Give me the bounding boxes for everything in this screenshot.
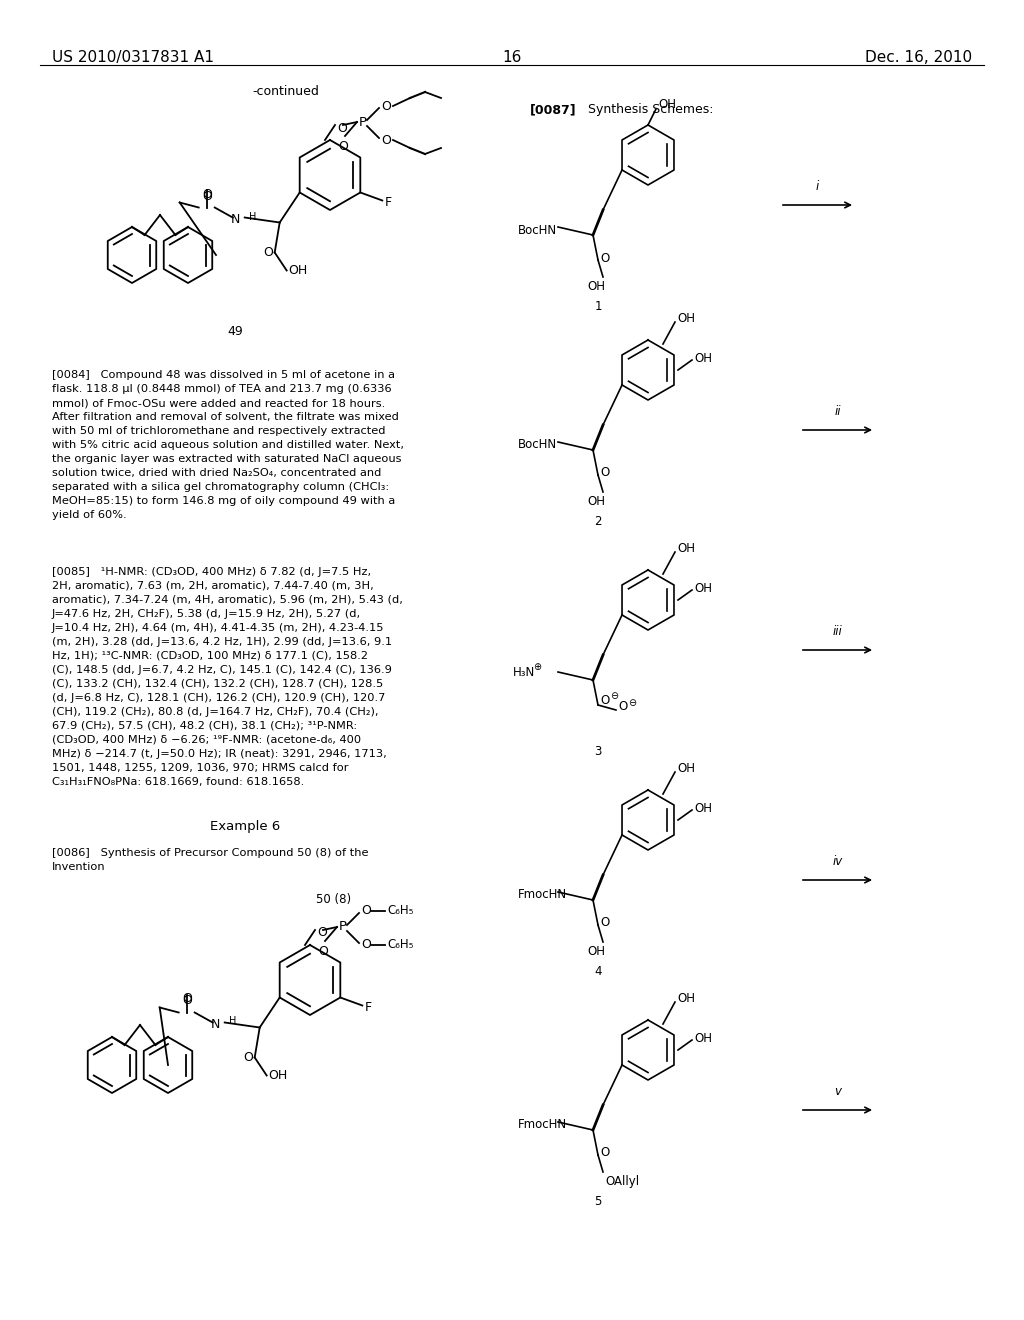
Text: [0085]   ¹H-NMR: (CD₃OD, 400 MHz) δ 7.82 (d, J=7.5 Hz,
2H, aromatic), 7.63 (m, 2: [0085] ¹H-NMR: (CD₃OD, 400 MHz) δ 7.82 (… bbox=[52, 568, 402, 787]
Text: P: P bbox=[359, 116, 367, 128]
Text: FmocHN: FmocHN bbox=[518, 1118, 567, 1131]
Text: N: N bbox=[210, 1018, 220, 1031]
Text: 3: 3 bbox=[594, 744, 602, 758]
Text: O: O bbox=[600, 693, 609, 706]
Text: ii: ii bbox=[835, 405, 841, 418]
Text: 50 (8): 50 (8) bbox=[316, 894, 351, 906]
Text: ⊖: ⊖ bbox=[628, 698, 636, 708]
Text: O: O bbox=[381, 99, 391, 112]
Text: OH: OH bbox=[677, 991, 695, 1005]
Text: OH: OH bbox=[694, 801, 712, 814]
Text: [0087]: [0087] bbox=[530, 103, 577, 116]
Text: OH: OH bbox=[677, 541, 695, 554]
Text: OH: OH bbox=[587, 280, 605, 293]
Text: O: O bbox=[600, 466, 609, 479]
Text: [0084]   Compound 48 was dissolved in 5 ml of acetone in a
flask. 118.8 μl (0.84: [0084] Compound 48 was dissolved in 5 ml… bbox=[52, 370, 404, 520]
Text: O: O bbox=[337, 121, 347, 135]
Text: C₆H₅: C₆H₅ bbox=[387, 904, 414, 917]
Text: OH: OH bbox=[587, 495, 605, 508]
Text: H: H bbox=[249, 211, 256, 222]
Text: O: O bbox=[381, 133, 391, 147]
Text: 1: 1 bbox=[594, 300, 602, 313]
Text: OAllyl: OAllyl bbox=[605, 1175, 639, 1188]
Text: Dec. 16, 2010: Dec. 16, 2010 bbox=[865, 50, 972, 65]
Text: OH: OH bbox=[677, 762, 695, 775]
Text: OH: OH bbox=[694, 1031, 712, 1044]
Text: OH: OH bbox=[677, 312, 695, 325]
Text: O: O bbox=[181, 994, 191, 1007]
Text: [0086]   Synthesis of Precursor Compound 50 (8) of the
Invention: [0086] Synthesis of Precursor Compound 5… bbox=[52, 847, 369, 873]
Text: 2: 2 bbox=[594, 515, 602, 528]
Text: OH: OH bbox=[694, 582, 712, 594]
Text: O: O bbox=[318, 945, 328, 958]
Text: O: O bbox=[361, 904, 371, 917]
Text: 5: 5 bbox=[594, 1195, 602, 1208]
Text: 49: 49 bbox=[227, 325, 243, 338]
Text: -continued: -continued bbox=[252, 84, 318, 98]
Text: Synthesis Schemes:: Synthesis Schemes: bbox=[588, 103, 714, 116]
Text: H: H bbox=[228, 1016, 237, 1027]
Text: OH: OH bbox=[289, 264, 308, 277]
Text: O: O bbox=[263, 246, 272, 259]
Text: US 2010/0317831 A1: US 2010/0317831 A1 bbox=[52, 50, 214, 65]
Text: O: O bbox=[600, 252, 609, 264]
Text: O: O bbox=[338, 140, 348, 153]
Text: BocHN: BocHN bbox=[518, 223, 557, 236]
Text: 16: 16 bbox=[503, 50, 521, 65]
Text: O: O bbox=[600, 916, 609, 929]
Text: FmocHN: FmocHN bbox=[518, 888, 567, 902]
Text: i: i bbox=[816, 180, 819, 193]
Text: O: O bbox=[181, 993, 191, 1006]
Text: F: F bbox=[365, 1001, 372, 1014]
Text: 4: 4 bbox=[594, 965, 602, 978]
Text: H₃N: H₃N bbox=[513, 665, 536, 678]
Text: N: N bbox=[230, 213, 240, 226]
Text: OH: OH bbox=[694, 351, 712, 364]
Text: O: O bbox=[243, 1051, 253, 1064]
Text: BocHN: BocHN bbox=[518, 438, 557, 451]
Text: O: O bbox=[202, 190, 212, 202]
Text: ⊕: ⊕ bbox=[534, 663, 541, 672]
Text: F: F bbox=[384, 195, 391, 209]
Text: OH: OH bbox=[268, 1069, 288, 1082]
Text: iii: iii bbox=[833, 624, 843, 638]
Text: O: O bbox=[600, 1147, 609, 1159]
Text: iv: iv bbox=[833, 855, 843, 869]
Text: P: P bbox=[339, 920, 347, 933]
Text: OH: OH bbox=[658, 99, 676, 111]
Text: Example 6: Example 6 bbox=[210, 820, 281, 833]
Text: OH: OH bbox=[587, 945, 605, 958]
Text: O: O bbox=[317, 927, 327, 940]
Text: C₆H₅: C₆H₅ bbox=[387, 939, 414, 952]
Text: O: O bbox=[618, 701, 628, 714]
Text: O: O bbox=[202, 187, 212, 201]
Text: v: v bbox=[834, 1085, 841, 1098]
Text: O: O bbox=[361, 939, 371, 952]
Text: ⊖: ⊖ bbox=[610, 690, 618, 701]
